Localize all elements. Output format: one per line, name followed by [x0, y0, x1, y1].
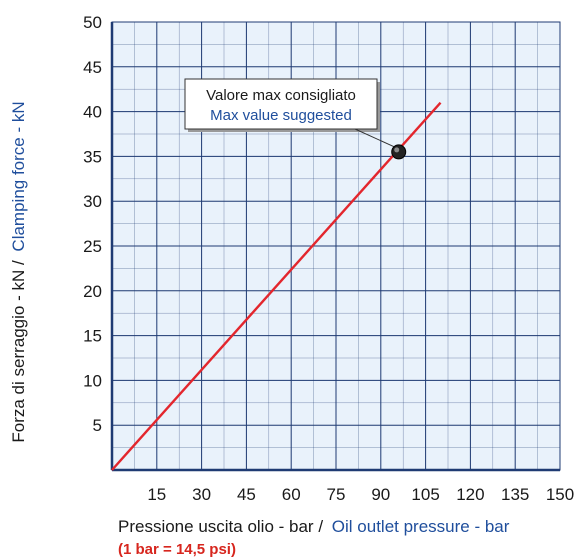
- callout-label-en: Max value suggested: [210, 107, 352, 124]
- y-tick-label: 35: [83, 147, 102, 166]
- x-tick-label: 30: [192, 485, 211, 504]
- series-line: [111, 101, 442, 471]
- x-tick-label: 90: [371, 485, 390, 504]
- y-tick-label: 20: [83, 282, 102, 301]
- callout-leader: [354, 128, 397, 149]
- callout-label-it: Valore max consigliato: [206, 87, 356, 104]
- series-layer: [111, 101, 442, 471]
- y-tick-label: 15: [83, 327, 102, 346]
- y-tick-label: 10: [83, 371, 102, 390]
- max-point-highlight: [394, 147, 400, 153]
- x-tick-label: 120: [456, 485, 484, 504]
- x-axis-title: Pressione uscita olio - bar / Oil outlet…: [118, 517, 510, 536]
- x-tick-label: 75: [327, 485, 346, 504]
- x-tick-label: 60: [282, 485, 301, 504]
- x-tick-labels: 15 30 45 60 75 90 105 120 135 150: [147, 485, 574, 504]
- x-tick-label: 15: [147, 485, 166, 504]
- x-tick-label: 105: [411, 485, 439, 504]
- y-axis-title-en: Clamping force - kN: [9, 101, 28, 251]
- max-point-marker: [391, 144, 407, 160]
- x-tick-label: 135: [501, 485, 529, 504]
- y-tick-label: 25: [83, 237, 102, 256]
- x-axis-title-it: Pressione uscita olio - bar /: [118, 517, 323, 536]
- y-axis-title: Forza di serraggio - kN / Clamping force…: [9, 101, 28, 442]
- unit-note: (1 bar = 14,5 psi): [118, 541, 236, 558]
- major-grid: [110, 21, 561, 472]
- x-tick-label: 45: [237, 485, 256, 504]
- x-axis-title-en: Oil outlet pressure - bar: [332, 517, 510, 536]
- y-axis-title-it: Forza di serraggio - kN /: [9, 260, 28, 443]
- y-tick-labels: 5 10 15 20 25 30 35 40 45 50: [83, 13, 102, 435]
- y-tick-label: 50: [83, 13, 102, 32]
- y-tick-label: 30: [83, 192, 102, 211]
- y-tick-label: 40: [83, 103, 102, 122]
- annotation-callout: Valore max consigliato Max value suggeste…: [184, 78, 407, 160]
- callout-box: [184, 78, 378, 130]
- y-tick-label: 5: [93, 416, 102, 435]
- y-tick-label: 45: [83, 58, 102, 77]
- x-tick-label: 150: [546, 485, 574, 504]
